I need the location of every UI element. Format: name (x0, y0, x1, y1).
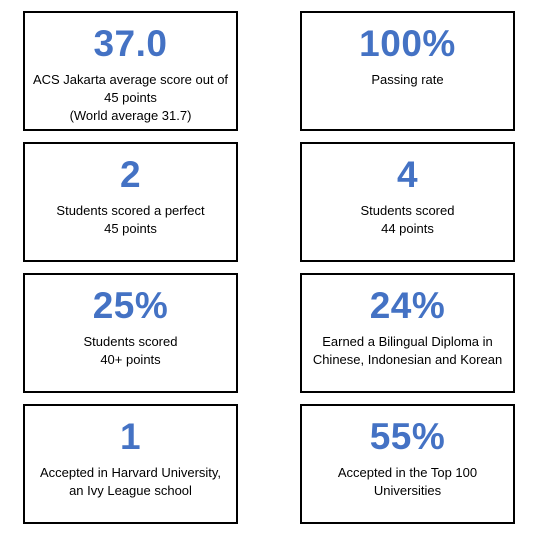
description-line: Earned a Bilingual Diploma in (322, 334, 493, 349)
stat-value: 2 (119, 154, 142, 195)
stat-card-bilingual-diploma: 24% Earned a Bilingual Diploma in Chines… (300, 273, 515, 393)
description-line: an Ivy League school (69, 483, 192, 498)
stat-description: Students scored a perfect 45 points (25, 202, 236, 238)
stat-card-top-100: 55% Accepted in the Top 100 Universities (300, 404, 515, 524)
description-line: Passing rate (371, 72, 444, 87)
stat-description: Earned a Bilingual Diploma in Chinese, I… (302, 333, 513, 369)
description-line: Accepted in Harvard University, (39, 465, 222, 480)
stat-card-harvard: 1 Accepted in Harvard University, an Ivy… (23, 404, 238, 524)
description-line: ACS Jakarta average score out of (32, 72, 229, 87)
stat-card-average-score: 37.0 ACS Jakarta average score out of 45… (23, 11, 238, 131)
stat-description: Students scored 44 points (302, 202, 513, 238)
description-line: Universities (373, 483, 442, 498)
stat-value: 100% (359, 23, 456, 64)
stat-card-passing-rate: 100% Passing rate (300, 11, 515, 131)
stat-value: 24% (369, 285, 446, 326)
description-line: 44 points (381, 221, 434, 236)
description-line: 45 points (104, 90, 157, 105)
stat-value: 37.0 (93, 23, 168, 64)
stat-card-44-points: 4 Students scored 44 points (300, 142, 515, 262)
description-line: Accepted in the Top 100 (337, 465, 478, 480)
stat-card-40-plus-points: 25% Students scored 40+ points (23, 273, 238, 393)
stat-description: ACS Jakarta average score out of 45 poin… (25, 71, 236, 125)
stat-description: Accepted in Harvard University, an Ivy L… (25, 464, 236, 500)
description-line: Students scored a perfect (56, 203, 205, 218)
stat-description: Students scored 40+ points (25, 333, 236, 369)
stat-description: Accepted in the Top 100 Universities (302, 464, 513, 500)
description-line: 45 points (104, 221, 157, 236)
description-line: (World average 31.7) (69, 108, 192, 123)
description-line: Students scored (360, 203, 455, 218)
description-line: 40+ points (100, 352, 161, 367)
stat-card-perfect-score: 2 Students scored a perfect 45 points (23, 142, 238, 262)
stat-value: 1 (119, 416, 142, 457)
stat-value: 25% (92, 285, 169, 326)
description-line: Students scored (83, 334, 178, 349)
description-line: Chinese, Indonesian and Korean (312, 352, 503, 367)
stat-description: Passing rate (302, 71, 513, 89)
stat-value: 4 (396, 154, 419, 195)
stat-value: 55% (369, 416, 446, 457)
